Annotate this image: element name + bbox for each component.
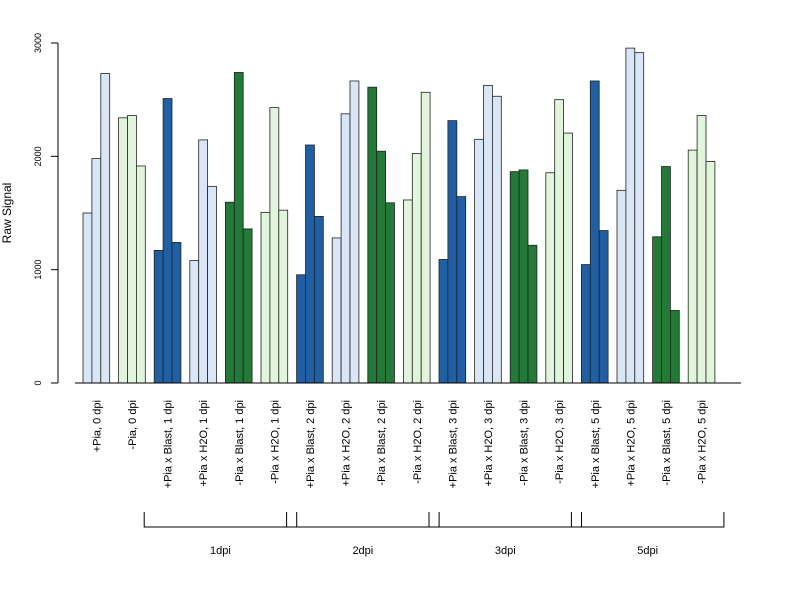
bar	[385, 202, 395, 384]
bar	[483, 85, 493, 384]
y-axis: 0 1000 2000 3000	[33, 33, 59, 386]
time-group-label: 1dpi	[210, 545, 231, 557]
bars	[82, 47, 716, 384]
x-tick-label: -Pia x Blast, 1 dpi	[234, 400, 246, 486]
bar	[696, 115, 707, 384]
y-axis-label: Raw Signal	[0, 183, 14, 244]
bar	[313, 215, 324, 384]
time-group-label: 2dpi	[352, 545, 373, 557]
bar	[402, 199, 413, 384]
bar	[233, 72, 244, 384]
bar	[589, 80, 600, 384]
bar	[687, 149, 698, 384]
x-tick-label: -Pia x H2O, 3 dpi	[554, 400, 566, 484]
bar	[527, 244, 538, 384]
time-group-bracket	[286, 512, 440, 528]
bar	[100, 73, 111, 384]
bar	[207, 185, 217, 384]
bar	[171, 242, 182, 384]
x-tick-label: -Pia x Blast, 5 dpi	[661, 400, 673, 486]
bar	[153, 249, 164, 384]
x-tick-label: +Pia x Blast, 3 dpi	[447, 400, 459, 488]
bar	[340, 113, 351, 384]
bar	[296, 274, 306, 384]
y-tick-label: 3000	[33, 33, 43, 53]
bar	[474, 138, 484, 384]
bar	[661, 166, 671, 384]
y-tick-label: 2000	[33, 146, 43, 166]
x-tick-label: +Pia x H2O, 2 dpi	[341, 400, 353, 487]
bar	[224, 201, 235, 384]
x-tick-label: +Pia x H2O, 5 dpi	[625, 400, 637, 487]
bar	[581, 264, 591, 384]
x-tick-label: -Pia x H2O, 5 dpi	[697, 400, 709, 484]
x-tick-label: -Pia x Blast, 2 dpi	[376, 400, 388, 486]
bar	[162, 98, 173, 384]
bar	[616, 189, 627, 384]
bar	[447, 120, 458, 384]
bar	[260, 212, 271, 384]
bar	[349, 80, 360, 384]
bar	[456, 196, 467, 384]
bar	[278, 209, 289, 384]
time-group-bracket	[570, 512, 725, 528]
bar	[518, 169, 529, 384]
bar	[438, 259, 449, 384]
bar	[118, 117, 128, 384]
time-group-bracket	[428, 512, 582, 528]
bar	[634, 52, 645, 384]
bar	[305, 144, 315, 384]
x-tick-label: +Pia x Blast, 1 dpi	[163, 400, 175, 488]
y-tick-label: 1000	[33, 260, 43, 280]
bar	[554, 99, 565, 384]
bar	[127, 115, 137, 384]
bar	[491, 95, 502, 384]
bar	[135, 165, 146, 384]
bar	[625, 47, 636, 384]
bar	[563, 132, 573, 384]
bar	[598, 230, 609, 384]
bar	[269, 107, 280, 384]
bar	[198, 139, 208, 384]
x-tick-label: +Pia, 0 dpi	[91, 400, 103, 452]
x-tick-label: -Pia, 0 dpi	[127, 400, 139, 450]
bar	[420, 91, 431, 384]
bar	[242, 228, 253, 384]
bar	[189, 260, 200, 384]
x-tick-label: -Pia x Blast, 3 dpi	[519, 400, 531, 486]
x-tick-labels: +Pia, 0 dpi -Pia, 0 dpi +Pia x Blast, 1 dp…	[91, 400, 708, 488]
bar	[705, 161, 716, 384]
bar	[82, 212, 93, 384]
x-tick-label: +Pia x Blast, 5 dpi	[590, 400, 602, 488]
x-tick-label: +Pia x H2O, 3 dpi	[483, 400, 495, 487]
bar	[367, 86, 378, 384]
time-group-bracket	[143, 512, 298, 528]
x-tick-label: +Pia x H2O, 1 dpi	[198, 400, 210, 487]
bar	[376, 150, 387, 384]
x-tick-label: -Pia x H2O, 1 dpi	[269, 400, 281, 484]
bar	[509, 171, 520, 384]
bar	[545, 172, 556, 384]
x-tick-label: -Pia x H2O, 2 dpi	[412, 400, 424, 484]
bar	[652, 236, 662, 384]
bar	[411, 153, 422, 384]
time-group-label: 3dpi	[495, 545, 516, 557]
time-group-label: 5dpi	[637, 545, 658, 557]
x-tick-label: +Pia x Blast, 2 dpi	[305, 400, 317, 488]
time-group-brackets: 1dpi 2dpi 3dpi 5dpi	[143, 512, 725, 557]
bar	[91, 158, 102, 384]
bar	[670, 310, 680, 384]
y-tick-label: 0	[33, 380, 43, 385]
bar	[331, 237, 342, 384]
